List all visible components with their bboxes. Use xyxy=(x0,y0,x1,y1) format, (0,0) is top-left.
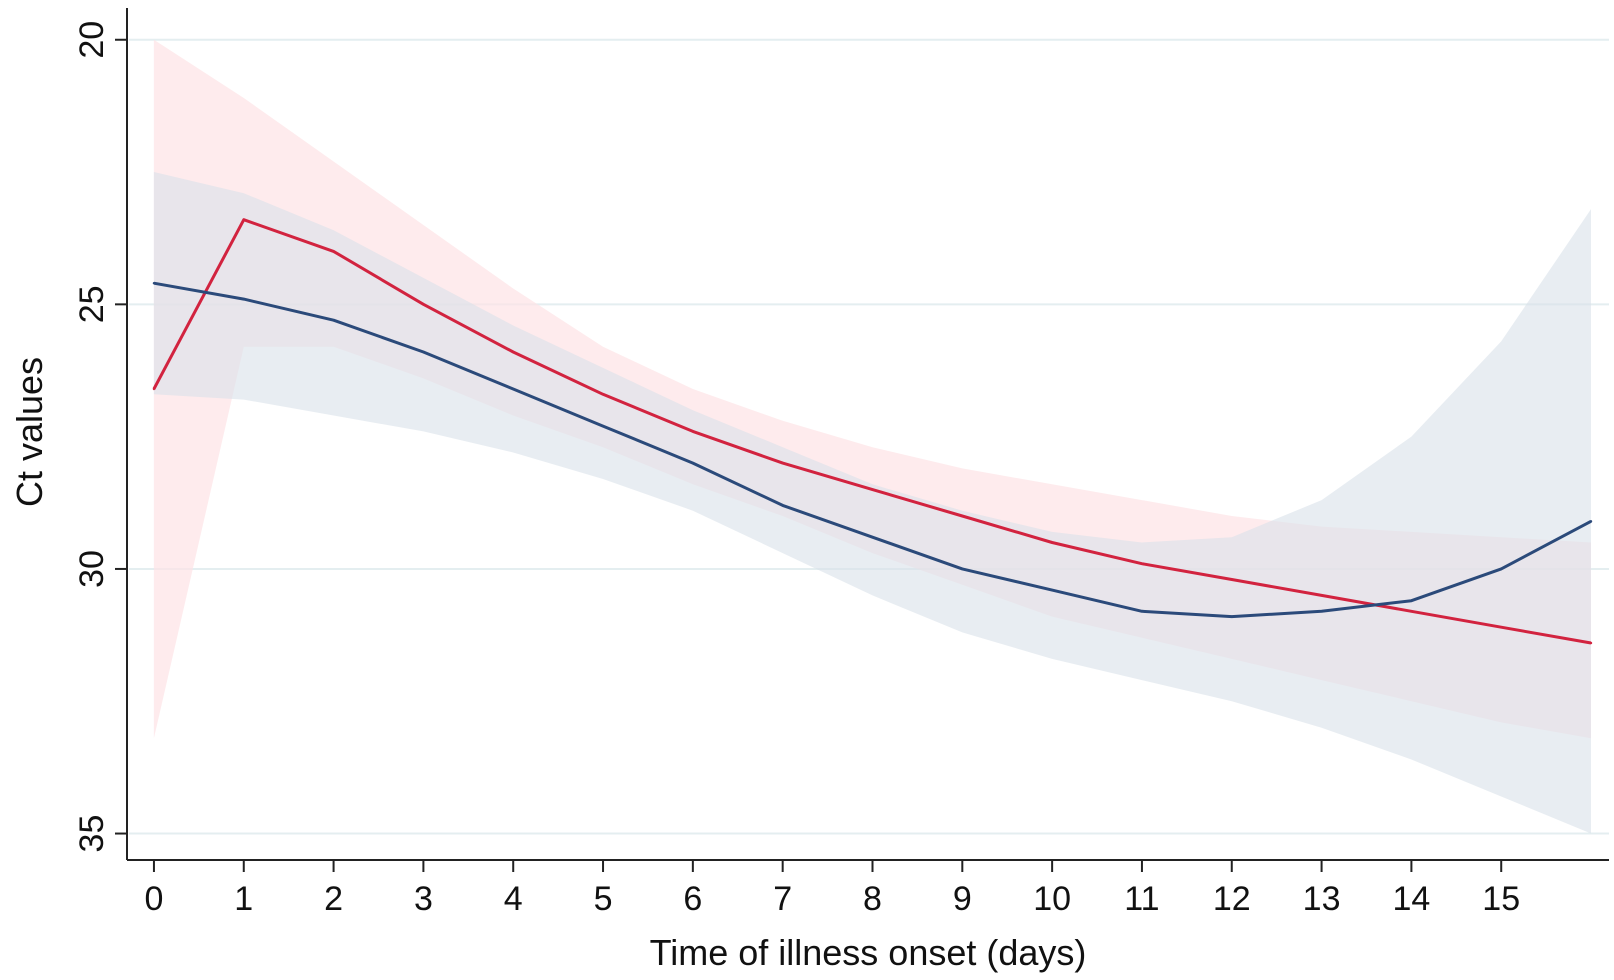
series-2-point xyxy=(871,535,874,539)
series-2-point xyxy=(1589,520,1593,523)
series-2-point xyxy=(242,297,245,301)
series-2-point xyxy=(601,424,605,428)
series-2-point xyxy=(691,461,695,465)
series-1-point xyxy=(1140,562,1144,565)
series-1-point xyxy=(691,430,695,433)
x-axis-title: Time of illness onset (days) xyxy=(650,932,1087,973)
series-lines xyxy=(152,218,1593,645)
series-2-point xyxy=(332,319,335,322)
series-2-point xyxy=(961,567,964,571)
series-2-point xyxy=(1500,567,1503,571)
y-tick-label: 35 xyxy=(73,815,111,853)
series-1-point xyxy=(601,393,605,396)
series-1-point xyxy=(332,250,335,253)
x-tick-label: 13 xyxy=(1303,880,1341,918)
confidence-bands xyxy=(153,39,1591,834)
series-1-point xyxy=(871,488,874,491)
x-tick-label: 12 xyxy=(1213,880,1251,918)
x-tick-label: 11 xyxy=(1124,880,1159,918)
x-tick-label: 8 xyxy=(863,880,882,918)
y-tick-label: 20 xyxy=(73,21,111,59)
x-tick-label: 7 xyxy=(773,880,792,918)
series-2-point xyxy=(152,281,156,285)
series-1-point xyxy=(1500,625,1503,629)
x-tick-label: 5 xyxy=(594,880,613,918)
x-tick-label: 14 xyxy=(1392,880,1430,918)
series-1-point xyxy=(422,303,425,306)
x-tick-label: 3 xyxy=(414,880,433,918)
series-2-point xyxy=(1140,610,1144,613)
x-tick-label: 10 xyxy=(1033,880,1071,918)
series-1-point xyxy=(152,387,156,391)
series-1-point xyxy=(1320,594,1323,597)
series-1-point xyxy=(781,461,784,465)
axes xyxy=(126,8,1609,861)
series-1-point xyxy=(1050,541,1054,544)
series-2-point xyxy=(1050,588,1054,592)
series-2-confidence-band xyxy=(153,172,1591,834)
x-tick-label: 15 xyxy=(1482,880,1520,918)
series-2-point xyxy=(781,504,784,507)
series-1-point xyxy=(1230,578,1233,581)
x-tick-label: 6 xyxy=(683,880,702,918)
series-2-point xyxy=(512,387,515,391)
series-1-point xyxy=(1410,610,1413,613)
x-tick-label: 9 xyxy=(953,880,972,918)
x-tick-label: 1 xyxy=(234,880,253,918)
x-tick-label: 4 xyxy=(504,880,523,918)
series-1-point xyxy=(1589,641,1593,645)
series-1-point xyxy=(242,218,245,221)
series-2-point xyxy=(1410,599,1413,602)
series-1-point xyxy=(961,514,964,518)
series-2-point xyxy=(1230,615,1233,618)
y-tick-label: 30 xyxy=(73,550,111,588)
series-1-point xyxy=(512,350,515,354)
x-tick-label: 0 xyxy=(144,880,163,918)
series-2-point xyxy=(422,350,425,354)
y-tick-label: 25 xyxy=(73,285,111,323)
series-2-point xyxy=(1320,610,1323,613)
x-tick-label: 2 xyxy=(324,880,343,918)
y-axis-title: Ct values xyxy=(9,357,50,507)
